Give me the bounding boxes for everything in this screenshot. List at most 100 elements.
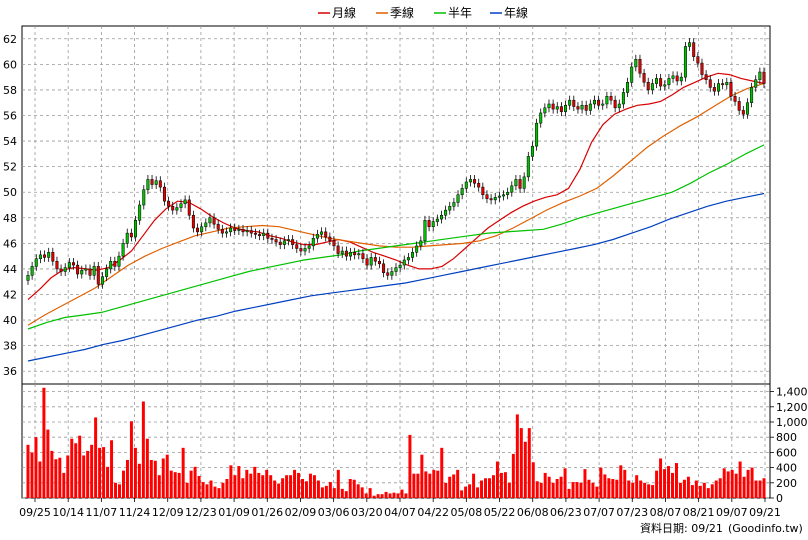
candle-body [543, 107, 547, 114]
candle-body [427, 220, 431, 227]
candle-body [249, 230, 253, 234]
volume-bar [599, 467, 603, 498]
candle-body [179, 203, 183, 208]
volume-bar [205, 484, 209, 498]
candle-body [609, 96, 613, 101]
candle-body [67, 262, 71, 268]
volume-bar [213, 486, 217, 498]
candle-body [357, 253, 361, 256]
volume-bar [543, 472, 547, 498]
candle-body [621, 92, 625, 105]
volume-bar [651, 485, 655, 498]
candle-body [605, 96, 609, 105]
volume-bar [742, 476, 746, 498]
x-tick-label: 03/06 [318, 506, 350, 519]
volume-bar [388, 493, 392, 498]
candle-body [100, 276, 104, 285]
volume-bar [619, 465, 623, 498]
volume-bar [149, 460, 153, 498]
volume-bar [308, 473, 312, 498]
ma-line-0 [27, 72, 765, 301]
volume-bar [440, 447, 444, 498]
volume-bar [133, 447, 137, 498]
candle-body [191, 214, 195, 229]
volume-bar [730, 469, 734, 498]
volume-bar [165, 454, 169, 498]
volume-bar [257, 472, 261, 498]
candle-body [650, 83, 654, 91]
volume-bar [718, 478, 722, 498]
volume-bar [98, 447, 102, 498]
volume-bar [659, 458, 663, 498]
candle-body [576, 106, 580, 110]
volume-bar [754, 480, 758, 498]
volume-bar [62, 472, 66, 498]
candle-body [696, 56, 700, 64]
volume-tick-label: 600 [776, 446, 797, 459]
candle-body [671, 75, 675, 79]
price-y-axis: 36 38 40 42 44 46 48 50 52 54 56 58 60 62 [3, 33, 17, 378]
volume-bar [559, 476, 563, 498]
volume-bar [671, 472, 674, 498]
price-tick-label: 52 [3, 161, 17, 174]
volume-bars [26, 387, 766, 498]
candle-body [655, 78, 658, 84]
volume-bar [416, 473, 420, 498]
candle-body [700, 62, 704, 75]
ma-line-1 [27, 82, 765, 326]
price-tick-label: 56 [3, 110, 17, 123]
candle-body [315, 234, 319, 239]
candle-body [568, 99, 572, 106]
candle-body [406, 257, 410, 261]
candle-body [328, 236, 332, 242]
candle-body [129, 232, 133, 238]
candle-body [92, 266, 96, 276]
candle-body [171, 206, 175, 211]
moving-average-lines [27, 72, 765, 362]
candle-body [626, 82, 630, 93]
x-tick-label: 11/07 [86, 506, 118, 519]
volume-bar [726, 471, 730, 498]
volume-bar [575, 482, 579, 498]
volume-bar [547, 476, 551, 498]
x-tick-label: 12/23 [185, 506, 217, 519]
x-tick-label: 05/22 [484, 506, 516, 519]
x-tick-label: 05/08 [451, 506, 483, 519]
volume-bar [535, 481, 539, 498]
volume-bar [324, 485, 328, 498]
volume-bar [141, 401, 145, 498]
candle-body [365, 258, 369, 266]
volume-bar [523, 441, 527, 498]
volume-bar [499, 472, 503, 498]
candle-body [266, 232, 270, 239]
candle-body [539, 112, 543, 124]
volume-bar [344, 491, 348, 498]
volume-bar [495, 461, 499, 498]
volume-bar [476, 487, 480, 498]
candle-body [150, 179, 154, 185]
candle-body [473, 179, 477, 184]
volume-bar [710, 484, 714, 498]
candle-body [88, 268, 92, 276]
candle-body [675, 75, 679, 82]
volume-bar [587, 479, 591, 498]
x-tick-label: 03/20 [351, 506, 383, 519]
volume-bar [702, 482, 706, 498]
volume-bar [364, 493, 368, 498]
candle-body [617, 103, 621, 109]
volume-bar [722, 468, 726, 498]
candle-body [452, 202, 456, 207]
volume-bar [639, 480, 643, 498]
candle-body [34, 258, 38, 267]
candle-body [535, 122, 539, 147]
x-tick-label: 04/07 [384, 506, 416, 519]
volume-bar [233, 475, 237, 498]
volume-bar [30, 452, 34, 498]
volume-tick-label: 1,200 [776, 401, 808, 414]
price-tick-label: 42 [3, 289, 17, 302]
candle-body [200, 226, 204, 233]
candle-body [460, 188, 464, 196]
candle-body [229, 227, 233, 233]
volume-bar [161, 458, 165, 498]
candle-body [444, 209, 448, 216]
